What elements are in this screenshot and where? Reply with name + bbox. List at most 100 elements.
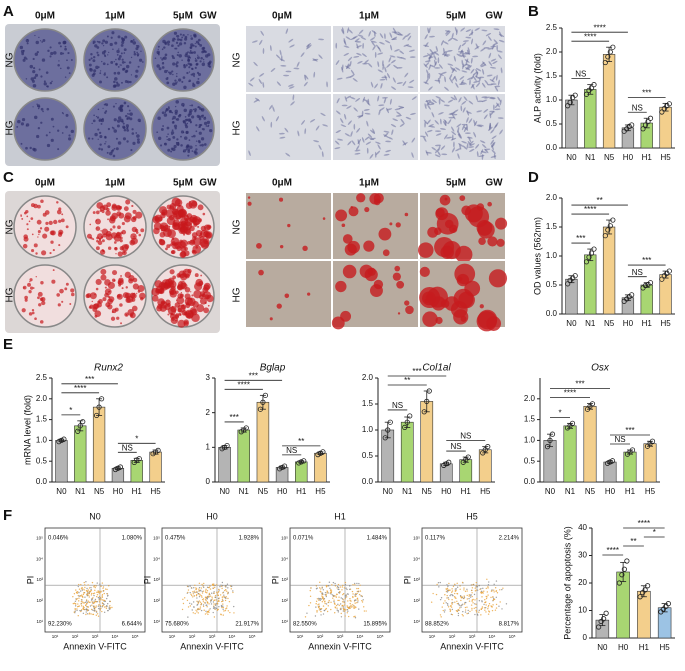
photo-texture — [112, 270, 118, 276]
photo-texture — [165, 77, 169, 81]
photo-texture — [177, 51, 180, 54]
photo-texture — [302, 245, 308, 252]
x-tick-label: N5 — [585, 487, 596, 496]
x-tick-label: N1 — [75, 487, 86, 496]
flow-plot — [421, 527, 523, 633]
photo-texture — [182, 34, 185, 37]
photo-texture — [428, 64, 432, 71]
photo-texture — [206, 224, 212, 230]
photo-texture — [496, 44, 498, 51]
flow-event — [214, 594, 217, 597]
flow-event — [445, 602, 447, 604]
photo-texture — [38, 36, 40, 39]
flow-event — [205, 610, 207, 613]
photo-texture — [88, 63, 92, 67]
photo-texture — [370, 40, 377, 43]
flow-event — [338, 596, 340, 598]
photo-texture — [203, 307, 210, 314]
photo-texture — [32, 106, 34, 108]
flow-event — [79, 590, 82, 592]
photo-texture — [66, 66, 70, 70]
photo-texture — [171, 44, 174, 48]
photo-texture — [58, 244, 61, 247]
flow-event — [224, 599, 227, 602]
photo-texture — [417, 242, 434, 258]
photo-texture — [50, 240, 54, 244]
photo-texture — [424, 34, 428, 40]
flow-event — [358, 582, 360, 585]
flow-event — [101, 582, 104, 584]
photo-texture — [372, 45, 376, 51]
photo-texture — [49, 55, 52, 58]
photo-texture — [108, 296, 115, 303]
photo-texture — [340, 124, 347, 128]
flow-tick-label: 10⁵ — [153, 536, 160, 541]
flow-event — [201, 596, 203, 598]
flow-event — [98, 591, 100, 594]
flow-event — [463, 589, 465, 591]
quadrant-percent: 6.644% — [122, 622, 143, 628]
flow-event — [229, 611, 231, 614]
bar — [643, 443, 657, 483]
flow-event — [493, 598, 496, 601]
sig-label: **** — [238, 380, 250, 389]
flow-x-label: Annexin V-FITC — [440, 641, 504, 651]
flow-event — [82, 612, 85, 615]
flow-event — [484, 609, 486, 611]
photo-texture — [366, 147, 369, 154]
flow-event — [82, 607, 85, 609]
flow-event — [459, 607, 461, 609]
flow-event — [487, 594, 489, 596]
photo-texture — [48, 131, 51, 134]
photo-texture — [104, 142, 106, 145]
photo-texture — [99, 135, 103, 139]
photo-texture — [200, 137, 205, 141]
flow-event — [495, 607, 498, 609]
flow-event — [348, 607, 350, 610]
sig-label: **** — [74, 384, 86, 393]
photo-texture — [384, 40, 391, 44]
photo-texture — [451, 131, 457, 136]
photo-texture — [313, 140, 320, 143]
flow-event — [193, 590, 196, 592]
photo-texture — [452, 37, 458, 41]
photo-texture — [42, 233, 48, 239]
row-label: HG — [232, 287, 243, 302]
flow-event — [222, 592, 224, 594]
photo-texture — [120, 64, 122, 66]
photo-texture — [402, 140, 407, 146]
flow-event — [202, 604, 205, 606]
flow-event — [481, 606, 484, 608]
flow-event — [487, 587, 489, 589]
photo-texture — [58, 41, 61, 45]
flow-event — [203, 582, 205, 585]
flow-event — [478, 609, 480, 612]
flow-event — [459, 595, 462, 597]
flow-event — [198, 582, 201, 584]
photo-texture — [128, 109, 131, 112]
bar — [237, 429, 250, 483]
flow-plot — [161, 527, 263, 633]
flow-event — [456, 610, 459, 613]
photo-texture — [174, 198, 183, 207]
photo-texture — [133, 51, 136, 53]
photo-texture — [164, 142, 168, 146]
flow-event — [475, 609, 477, 612]
photo-texture — [474, 120, 478, 127]
flow-event — [78, 600, 80, 602]
flow-event — [224, 596, 226, 599]
photo-texture — [194, 282, 203, 291]
flow-event — [204, 602, 207, 604]
photo-texture — [190, 291, 192, 293]
flow-event — [480, 608, 482, 610]
flow-event — [344, 615, 346, 617]
photo-texture — [180, 135, 182, 138]
y-tick-label: 1.0 — [546, 251, 558, 260]
flow-event — [226, 605, 228, 607]
bar — [602, 226, 616, 315]
photo-texture — [364, 59, 369, 64]
flow-event — [485, 597, 488, 600]
photo-texture — [358, 114, 364, 119]
photo-texture — [28, 289, 32, 294]
flow-event — [338, 599, 340, 602]
